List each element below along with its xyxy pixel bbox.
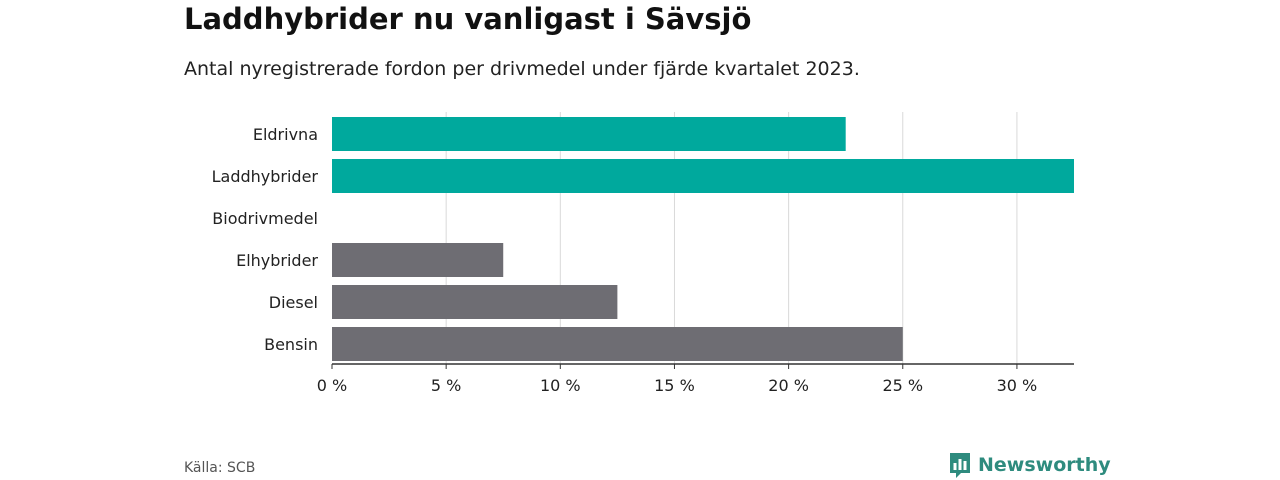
x-tick-label: 15 %: [654, 376, 695, 395]
category-label: Eldrivna: [253, 125, 318, 144]
category-label: Biodrivmedel: [212, 209, 318, 228]
newsworthy-logo: Newsworthy: [948, 451, 1111, 479]
chart-title: Laddhybrider nu vanligast i Sävsjö: [184, 2, 752, 36]
category-labels: Eldrivna Laddhybrider Biodrivmedel Elhybrid…: [212, 125, 319, 354]
brand-name: Newsworthy: [978, 454, 1111, 476]
category-label: Bensin: [264, 335, 318, 354]
x-tick-label: 20 %: [768, 376, 809, 395]
bars: [332, 117, 1074, 361]
grid-lines: [445, 112, 1018, 364]
x-axis: 0 % 5 % 10 % 15 % 20 % 25 % 30 %: [317, 363, 1074, 395]
x-tick-label: 25 %: [882, 376, 923, 395]
bar-elhybrider: [332, 243, 504, 277]
chart-subtitle: Antal nyregistrerade fordon per drivmede…: [184, 58, 860, 80]
category-label: Diesel: [269, 293, 318, 312]
bar-laddhybrider: [332, 159, 1074, 193]
source-note: Källa: SCB: [184, 460, 256, 476]
x-tick-label: 30 %: [997, 376, 1038, 395]
x-tick-label: 0 %: [317, 376, 347, 395]
x-tick-label: 10 %: [540, 376, 581, 395]
bar-diesel: [332, 285, 618, 319]
bar-bensin: [332, 327, 903, 361]
category-label: Elhybrider: [236, 251, 318, 270]
bar-eldrivna: [332, 117, 846, 151]
x-tick-label: 5 %: [431, 376, 461, 395]
category-label: Laddhybrider: [212, 167, 319, 186]
newsworthy-logo-icon: [950, 453, 970, 478]
